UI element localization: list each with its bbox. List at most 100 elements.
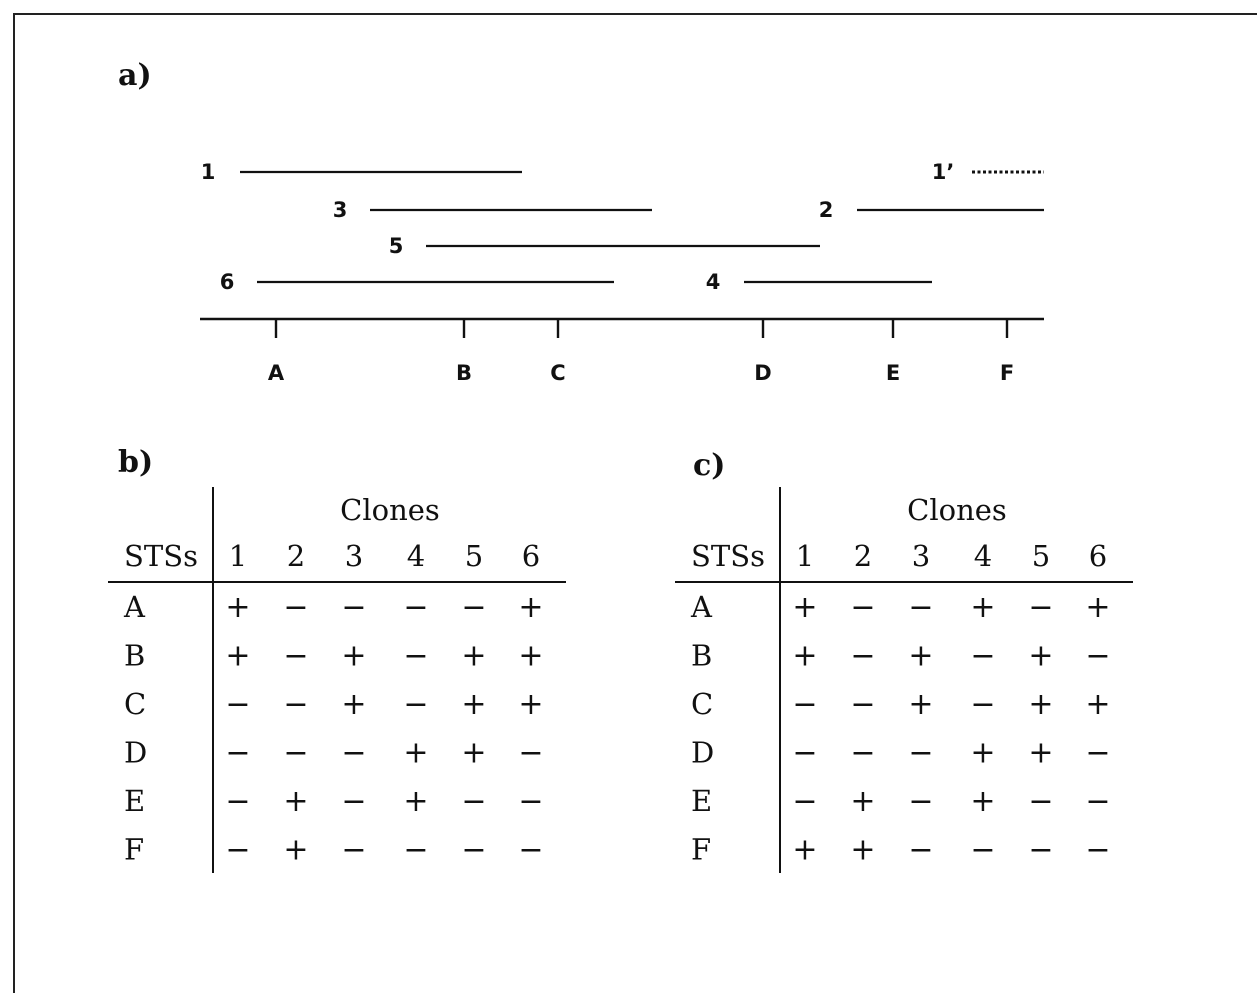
sts-marker-label: D <box>754 361 771 385</box>
sts-row-label: F <box>691 833 711 867</box>
table-cell: − <box>970 687 995 722</box>
table-cell: − <box>908 833 933 868</box>
table-cell: + <box>225 590 250 625</box>
table-cell: − <box>225 736 250 771</box>
table-cell: + <box>908 687 933 722</box>
table-cell: − <box>518 833 543 868</box>
table-cell: − <box>850 590 875 625</box>
table-cell: + <box>970 736 995 771</box>
table-cell: + <box>850 784 875 819</box>
table-cell: − <box>518 784 543 819</box>
table-cell: + <box>461 736 486 771</box>
table-cell: − <box>1028 590 1053 625</box>
table-cell: − <box>908 590 933 625</box>
table-cell: + <box>850 833 875 868</box>
sts-marker-label: A <box>268 361 285 385</box>
panel-b-label: b) <box>118 445 154 480</box>
sts-row-label: F <box>124 833 144 867</box>
table-cell: − <box>341 833 366 868</box>
table-cell: − <box>341 590 366 625</box>
sts-ticks <box>274 319 1009 338</box>
table-cell: − <box>461 833 486 868</box>
table-cell: + <box>283 833 308 868</box>
clone-column-header: 5 <box>1032 539 1050 573</box>
sts-marker-label: F <box>1000 361 1014 385</box>
sts-row-label: A <box>690 590 713 624</box>
sts-row-label: E <box>124 784 145 818</box>
sts-marker-label: B <box>456 361 472 385</box>
table-cell: + <box>792 639 817 674</box>
table-cell: + <box>1028 687 1053 722</box>
table-cell: + <box>908 639 933 674</box>
table-cell: − <box>850 687 875 722</box>
table-cell: − <box>1028 833 1053 868</box>
panel-a-label: a) <box>118 58 152 93</box>
clone-label: 6 <box>220 270 235 294</box>
table-cell: + <box>970 590 995 625</box>
table-cell: + <box>225 639 250 674</box>
table-cell: − <box>403 590 428 625</box>
sts-row-label: D <box>691 736 714 770</box>
clone-column-header: 4 <box>407 539 425 573</box>
table-cell: + <box>792 590 817 625</box>
sts-row-label: B <box>124 639 145 673</box>
clone-column-header: 2 <box>287 539 305 573</box>
table-cell: − <box>1085 833 1110 868</box>
table-cell: + <box>518 687 543 722</box>
clone-column-header: 6 <box>1089 539 1107 573</box>
clone-column-header: 5 <box>465 539 483 573</box>
sts-row-label: E <box>691 784 712 818</box>
table-cell: + <box>461 639 486 674</box>
table-cell: + <box>1028 736 1053 771</box>
clone-label: 5 <box>389 234 404 258</box>
clone-column-header: 3 <box>912 539 930 573</box>
clone-column-header: 1 <box>229 539 247 573</box>
table-cell: − <box>283 736 308 771</box>
table-cell: − <box>341 784 366 819</box>
sts-row-label: C <box>691 687 713 721</box>
table-cell: + <box>403 736 428 771</box>
table-cell: + <box>518 639 543 674</box>
table-cell: − <box>970 833 995 868</box>
clone-label: 4 <box>706 270 721 294</box>
table-cell: − <box>850 736 875 771</box>
table-cell: − <box>970 639 995 674</box>
table-cell: + <box>970 784 995 819</box>
sts-row-label: C <box>124 687 146 721</box>
table-cell: − <box>792 687 817 722</box>
table-cell: − <box>341 736 366 771</box>
clone-column-header: 4 <box>974 539 992 573</box>
clone-label: 1 <box>201 160 216 184</box>
table-cell: − <box>283 687 308 722</box>
sts-row-label: D <box>124 736 147 770</box>
table-cell: − <box>518 736 543 771</box>
table-cell: + <box>341 687 366 722</box>
table-cell: − <box>225 784 250 819</box>
sts-marker-label: E <box>886 361 900 385</box>
table-cell: + <box>403 784 428 819</box>
table-cell: + <box>1085 687 1110 722</box>
table-cell: − <box>283 590 308 625</box>
table-cell: + <box>1085 590 1110 625</box>
clone-column-header: 1 <box>796 539 814 573</box>
clone-label: 2 <box>819 198 834 222</box>
sts-marker-label: C <box>550 361 565 385</box>
sts-column-header: STSs <box>124 539 198 573</box>
clone-column-header: 2 <box>854 539 872 573</box>
clone-label: 3 <box>333 198 348 222</box>
table-cell: + <box>1028 639 1053 674</box>
table-cell: − <box>792 736 817 771</box>
table-cell: − <box>225 687 250 722</box>
figure-frame <box>13 13 1257 993</box>
clone-column-header: 3 <box>345 539 363 573</box>
table-cell: − <box>461 590 486 625</box>
sts-labels: A B C D E F <box>268 361 1014 385</box>
table-cell: − <box>283 639 308 674</box>
table-cell: − <box>908 736 933 771</box>
table-cell: − <box>225 833 250 868</box>
sts-row-label: B <box>691 639 712 673</box>
table-cell: + <box>518 590 543 625</box>
